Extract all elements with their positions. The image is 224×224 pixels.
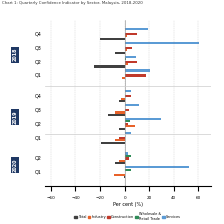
Bar [125,49,127,51]
Bar [119,100,125,102]
Text: 2020: 2020 [13,159,17,172]
Bar [114,139,125,141]
Bar [125,120,130,123]
Text: 2019: 2019 [13,110,17,124]
Bar [125,155,131,157]
Bar [125,118,161,120]
Bar [124,176,125,178]
Bar [125,35,127,37]
Bar [108,114,125,116]
Bar [125,60,137,63]
Bar [125,69,150,72]
Legend: Total, Industry, Construction, Wholesale &
Retail Trade, Services: Total, Industry, Construction, Wholesale… [73,211,182,222]
Bar [119,137,125,139]
X-axis label: Per cent (%): Per cent (%) [113,202,143,207]
Bar [121,97,125,100]
Bar [118,160,125,162]
Bar [100,38,125,40]
Bar [115,162,125,164]
Text: Chart 1: Quarterly Confidence Indicator by Sector, Malaysia, 2018-2020: Chart 1: Quarterly Confidence Indicator … [2,1,143,5]
Bar [101,142,125,144]
Bar [125,169,131,171]
Bar [125,47,132,49]
Bar [115,111,125,114]
Bar [125,123,128,125]
Bar [118,128,125,130]
Bar [125,28,148,30]
Bar [125,56,136,58]
Bar [125,58,126,60]
Bar [94,65,125,68]
Bar [125,95,131,97]
Bar [125,33,137,35]
Bar [115,52,125,54]
Bar [125,166,189,168]
Bar [125,109,129,111]
Text: 2018: 2018 [13,48,17,61]
Bar [125,90,131,92]
Bar [125,104,139,106]
Bar [125,42,199,44]
Bar [114,174,125,176]
Bar [125,63,127,65]
Bar [125,74,146,77]
Bar [125,157,129,159]
Bar [125,132,131,134]
Bar [125,125,135,127]
Bar [122,77,125,79]
Bar [125,153,128,155]
